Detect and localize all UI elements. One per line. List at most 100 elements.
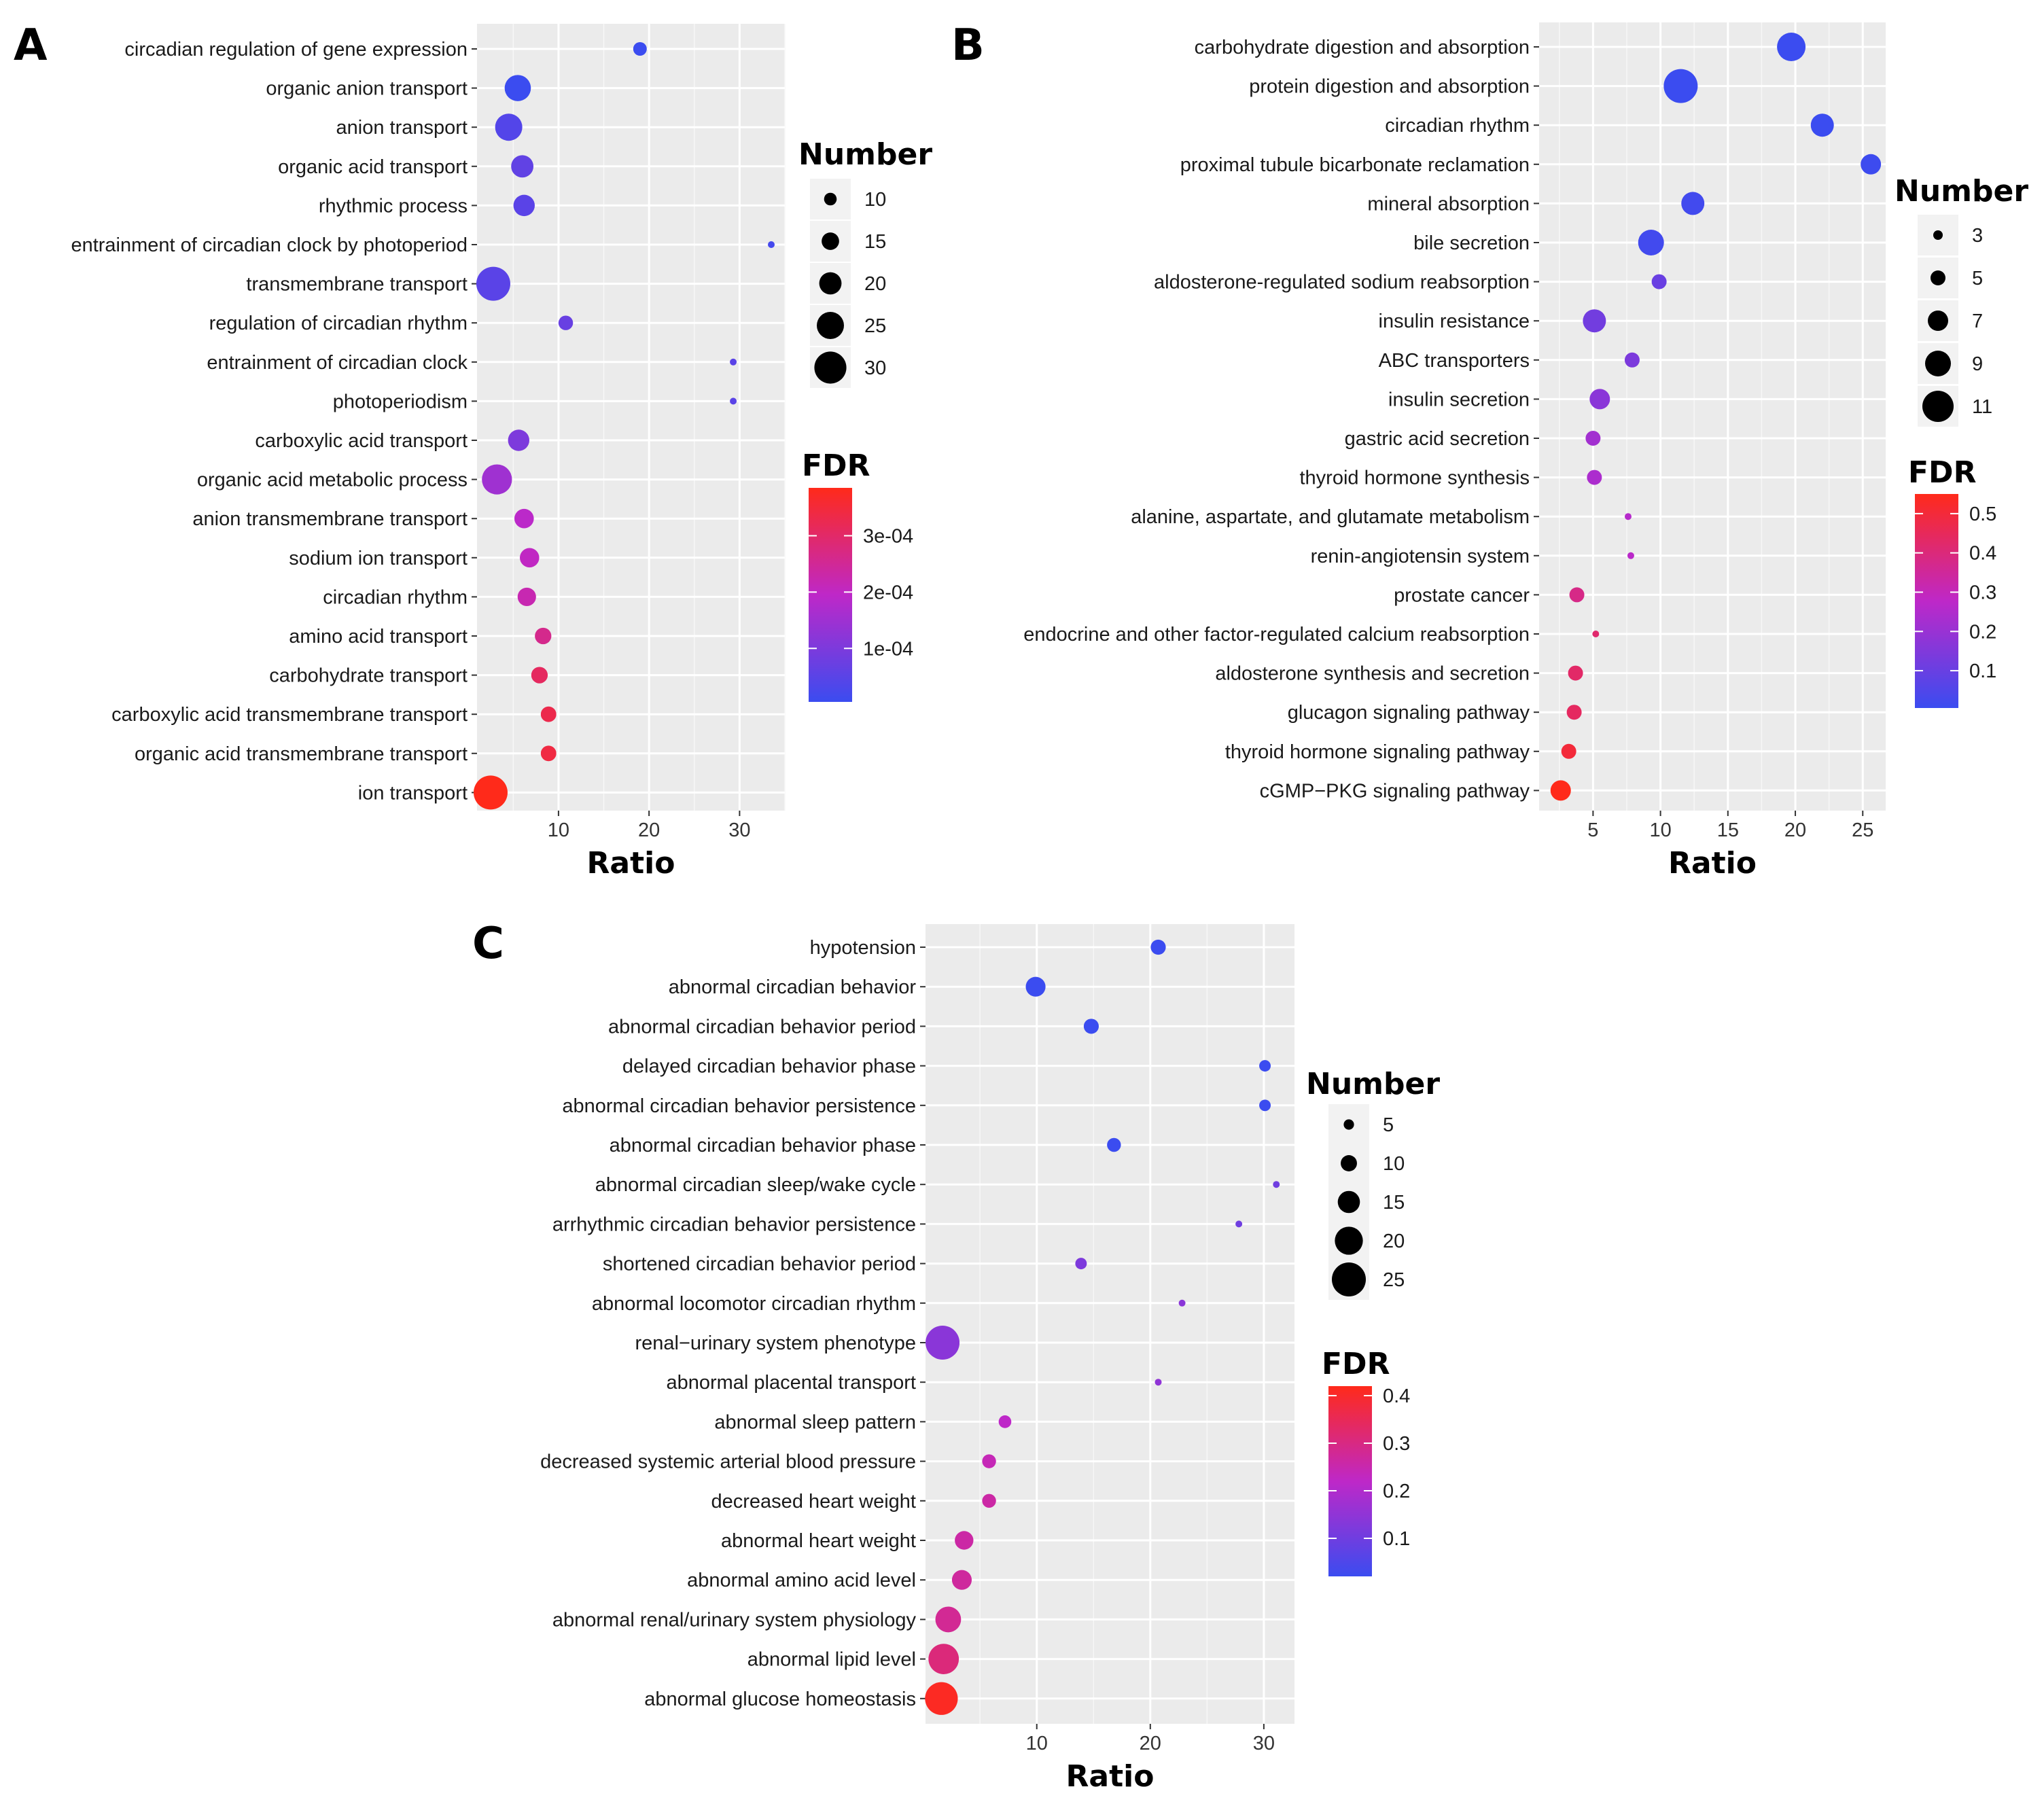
fdr-tick-label: 3e-04 — [863, 525, 913, 547]
panel-b-chart: B 5 10 15 20 25 carbohydrate digestion and abs… — [951, 20, 2028, 881]
data-point — [473, 775, 508, 810]
size-legend-dot — [1335, 1226, 1363, 1255]
size-legend-label: 15 — [864, 231, 886, 253]
term-label: thyroid hormone synthesis — [1300, 467, 1530, 489]
data-point — [558, 315, 574, 330]
x-tick-label: 20 — [638, 819, 660, 841]
fdr-colorbar — [809, 488, 852, 702]
data-point — [535, 627, 552, 645]
size-legend-label: 3 — [1972, 225, 1983, 247]
term-label: gastric acid secretion — [1345, 428, 1530, 450]
panel-letter: B — [951, 20, 985, 71]
data-point — [1861, 154, 1882, 175]
size-legend-label: 25 — [1383, 1269, 1405, 1291]
term-label: entrainment of circadian clock by photop… — [71, 234, 468, 256]
x-tick-label: 20 — [1784, 819, 1806, 841]
term-label: renin-angiotensin system — [1311, 546, 1530, 567]
term-label: arrhythmic circadian behavior persistenc… — [552, 1214, 916, 1235]
term-label: alanine, aspartate, and glutamate metabo… — [1131, 506, 1530, 528]
data-point — [1592, 631, 1600, 637]
term-label: bile secretion — [1413, 232, 1530, 254]
x-tick-label: 30 — [728, 819, 750, 841]
size-legend-dot — [817, 312, 844, 339]
term-label: carbohydrate digestion and absorption — [1195, 37, 1530, 58]
x-tick-label: 10 — [548, 819, 569, 841]
x-tick-label: 10 — [1026, 1733, 1048, 1754]
plot-background — [477, 24, 785, 811]
term-label: insulin resistance — [1379, 311, 1530, 332]
fdr-tick-label: 0.3 — [1383, 1433, 1410, 1455]
data-point — [1561, 743, 1576, 759]
x-tick-label: 30 — [1253, 1733, 1275, 1754]
fdr-tick-label: 0.2 — [1969, 621, 1996, 643]
data-point — [1075, 1258, 1087, 1270]
fdr-colorbar — [1328, 1386, 1372, 1576]
term-label: shortened circadian behavior period — [603, 1254, 916, 1275]
size-legend-label: 10 — [864, 189, 886, 211]
data-point — [925, 1682, 958, 1715]
size-legend-title: Number — [1306, 1067, 1440, 1101]
data-point — [1810, 113, 1834, 137]
term-label: aldosterone synthesis and secretion — [1215, 663, 1530, 685]
data-point — [531, 667, 548, 684]
data-point — [540, 706, 557, 722]
panel-c-chart: C 10 20 30 hypotension abnormal circadian beh… — [472, 919, 1440, 1794]
data-point — [1568, 665, 1583, 681]
data-point — [928, 1644, 959, 1674]
term-label: organic acid transmembrane transport — [135, 743, 468, 765]
term-label: abnormal circadian behavior — [669, 976, 917, 998]
term-label: endocrine and other factor-regulated cal… — [1023, 624, 1530, 645]
term-label: photoperiodism — [333, 391, 468, 412]
data-point — [1107, 1137, 1121, 1152]
x-tick-label: 15 — [1717, 819, 1739, 841]
data-point — [1550, 780, 1571, 801]
data-point — [504, 75, 531, 101]
fdr-tick-label: 0.1 — [1969, 660, 1996, 682]
term-label: abnormal circadian behavior persistence — [562, 1095, 916, 1117]
data-point — [1178, 1299, 1186, 1307]
x-axis-title: Ratio — [1668, 846, 1757, 881]
data-point — [730, 358, 737, 366]
data-point — [1777, 33, 1806, 61]
term-label: circadian rhythm — [323, 586, 468, 608]
data-point — [768, 241, 775, 248]
data-point — [1235, 1220, 1243, 1228]
data-point — [1585, 431, 1601, 446]
x-axis-title: Ratio — [587, 846, 675, 881]
term-label: mineral absorption — [1367, 193, 1530, 215]
fdr-tick-label: 0.3 — [1969, 582, 1996, 603]
size-legend-dot — [1922, 391, 1954, 422]
fdr-tick-label: 0.1 — [1383, 1528, 1410, 1550]
term-label: carbohydrate transport — [269, 665, 468, 687]
data-point — [1259, 1060, 1271, 1072]
data-point — [1273, 1181, 1280, 1188]
size-legend-label: 20 — [1383, 1231, 1405, 1252]
term-label: hypotension — [810, 937, 916, 959]
data-point — [495, 113, 523, 141]
term-label: abnormal circadian behavior phase — [610, 1135, 916, 1156]
data-point — [982, 1454, 996, 1468]
term-label: decreased systemic arterial blood pressu… — [540, 1451, 916, 1473]
fdr-tick-label: 0.2 — [1383, 1481, 1410, 1502]
data-point — [1624, 513, 1632, 520]
size-legend-dot — [814, 351, 847, 384]
data-point — [508, 429, 530, 451]
size-legend-dot — [1343, 1119, 1354, 1130]
x-tick-label: 5 — [1587, 819, 1598, 841]
term-label: abnormal heart weight — [721, 1530, 916, 1552]
term-label: proximal tubule bicarbonate reclamation — [1180, 154, 1530, 176]
panel-a-chart: A 10 20 30 circadian regulation of gene expr… — [14, 20, 932, 881]
data-point — [482, 464, 512, 495]
term-label: abnormal amino acid level — [687, 1570, 916, 1591]
size-legend-label: 5 — [1972, 268, 1983, 289]
panel-letter: C — [472, 919, 504, 969]
size-legend-label: 7 — [1972, 311, 1983, 332]
fdr-tick-label: 1e-04 — [863, 638, 913, 660]
fdr-tick-label: 0.5 — [1969, 503, 1996, 525]
term-label: carboxylic acid transport — [255, 430, 468, 452]
data-point — [1566, 705, 1582, 720]
term-label: circadian rhythm — [1385, 115, 1530, 137]
term-label: ion transport — [358, 782, 468, 804]
term-label: amino acid transport — [289, 626, 468, 648]
